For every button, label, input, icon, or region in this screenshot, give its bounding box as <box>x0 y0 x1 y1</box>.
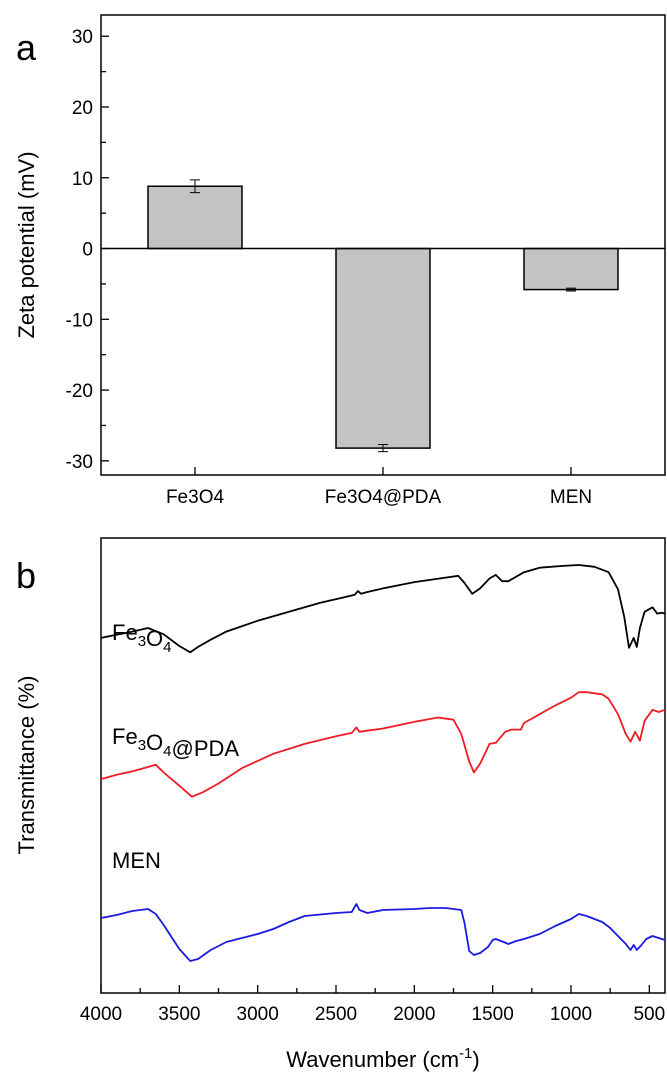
x-axis-title-b: Wavenumber (cm-1) <box>286 1045 479 1072</box>
error-bar-1 <box>378 444 388 453</box>
y-tick-label: 10 <box>72 169 93 190</box>
x-tick-label: 2000 <box>393 1004 435 1025</box>
y-tick-label: 20 <box>72 98 93 119</box>
bar-1 <box>335 247 431 449</box>
y-axis-title-b: Transmittance (%) <box>14 676 39 855</box>
error-bar-2 <box>566 287 576 292</box>
x-tick-label: 1500 <box>472 1004 514 1025</box>
y-axis-ticks-a: 30 20 10 0 -10 -20 -30 <box>66 27 109 473</box>
x-tick-label: 500 <box>633 1004 665 1025</box>
panel-label-a: a <box>16 27 37 68</box>
series-label-0: Fe3O4 <box>112 620 172 656</box>
y-tick-label: -30 <box>66 452 93 473</box>
x-tick-label: 4000 <box>80 1004 122 1025</box>
panel-label-b: b <box>16 555 36 596</box>
x-tick-label: 3500 <box>158 1004 200 1025</box>
y-axis-title-a: Zeta potential (mV) <box>14 151 39 338</box>
y-tick-label: -10 <box>66 310 93 331</box>
spectrum-line-2 <box>100 903 666 962</box>
zeta-potential-chart: a 30 20 10 0 -10 -20 -30 Fe3O4 Fe3O4@PDA MEN Zet… <box>14 14 666 508</box>
series-labels: Fe3O4 Fe3O4@PDA MEN <box>112 620 239 873</box>
plot-frame-b <box>100 537 666 994</box>
x-tick-label: 3000 <box>237 1004 279 1025</box>
category-label: Fe3O4@PDA <box>325 487 442 508</box>
x-tick-label: 2500 <box>315 1004 357 1025</box>
y-tick-label: 0 <box>82 240 93 261</box>
bar-0 <box>147 185 243 250</box>
spectrum-line-1 <box>100 691 666 798</box>
spectrum-line-0 <box>100 564 666 654</box>
category-label: MEN <box>550 487 592 508</box>
bar-series <box>147 179 619 453</box>
y-tick-label: -20 <box>66 381 93 402</box>
x-tick-label: 1000 <box>550 1004 592 1025</box>
series-label-2: MEN <box>112 848 161 873</box>
category-labels: Fe3O4 Fe3O4@PDA MEN <box>166 467 592 508</box>
ftir-spectra-chart: b 4000 3500 3000 2500 2000 1500 1000 500 Fe3O4F… <box>14 537 666 1072</box>
y-tick-label: 30 <box>72 27 93 48</box>
error-bar-0 <box>190 179 200 194</box>
series-label-1: Fe3O4@PDA <box>112 724 239 761</box>
spectra-lines <box>100 564 666 962</box>
bar-2 <box>523 247 619 291</box>
category-label: Fe3O4 <box>166 487 225 508</box>
x-axis-ticks-b: 4000 3500 3000 2500 2000 1500 1000 500 <box>80 985 665 1025</box>
